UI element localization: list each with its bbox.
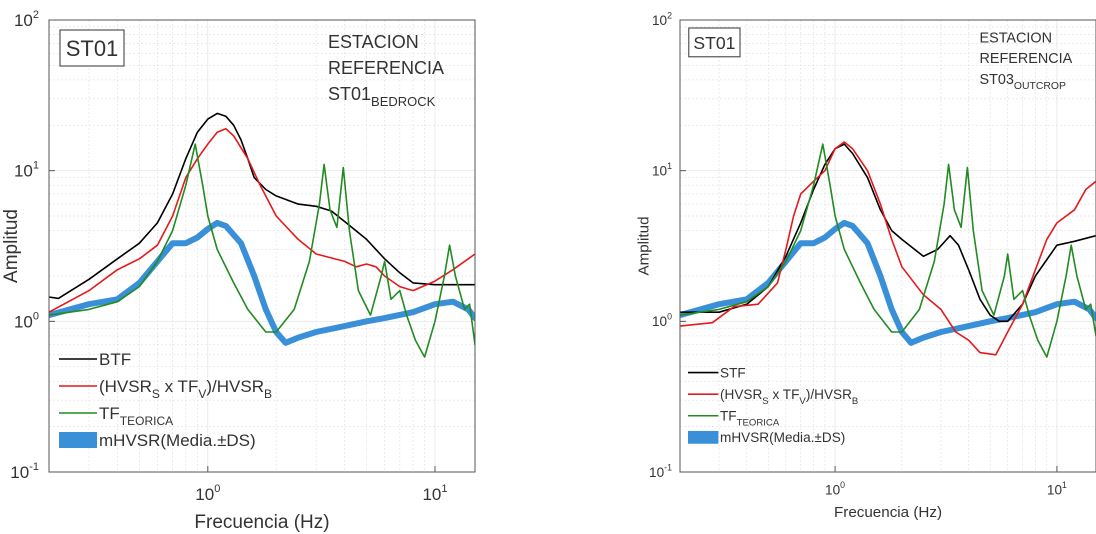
station-label: ST01	[66, 36, 119, 61]
series-line-3	[49, 143, 475, 358]
reference-line-2: REFERENCIA	[980, 51, 1073, 67]
reference-line-3: ST01BEDROCK	[328, 84, 436, 109]
y-tick-label-1: 10-1	[649, 462, 672, 479]
legend-entry-1: STF	[720, 365, 746, 380]
y-tick-label-3: 101	[652, 161, 672, 178]
legend-entry-2: (HVSRS x TFV)/HVSRB	[720, 387, 858, 407]
y-tick-label-2: 100	[652, 312, 672, 329]
station-box	[59, 29, 125, 67]
y-tick-label-3: 101	[14, 160, 39, 181]
reference-line-2: REFERENCIA	[328, 58, 444, 78]
legend-entry-4: mHVSR(Media.±DS)	[99, 431, 256, 450]
reference-line-1: ESTACION	[980, 30, 1053, 46]
series-line-2	[49, 127, 475, 313]
series-line-4	[680, 219, 1096, 346]
x-axis-label: Frecuencia (Hz)	[834, 504, 942, 521]
series-line-4	[49, 219, 475, 346]
plot-frame	[48, 19, 476, 473]
chart-2: 100 101 10-1 100 101 102 Frecuencia (Hz) Amplit…	[635, 10, 1096, 521]
y-tick-label-1: 10-1	[10, 461, 39, 482]
y-tick-label-2: 100	[14, 310, 39, 331]
reference-line-3: ST03OUTCROP	[980, 72, 1066, 92]
chart-1: 100 101 10-1 100 101 102 Frecuencia (Hz) Amplit…	[1, 9, 476, 533]
plot-frame	[679, 19, 1096, 473]
series-line-1	[49, 112, 475, 300]
series-group	[49, 112, 475, 358]
legend-entry-4: mHVSR(Media.±DS)	[720, 430, 845, 445]
legend-entry-3: TFTEORICA	[720, 409, 780, 429]
x-tick-label-1: 100	[825, 480, 845, 497]
x-axis-label: Frecuencia (Hz)	[194, 512, 329, 533]
grid	[49, 20, 475, 472]
legend-entry-1: BTF	[99, 350, 131, 369]
x-tick-label-1: 100	[195, 483, 220, 504]
x-tick-label-2: 101	[422, 483, 447, 504]
legend-swatch-4	[688, 430, 719, 444]
legend-swatch-4	[59, 432, 97, 448]
x-tick-label-2: 101	[1047, 480, 1067, 497]
series-group	[680, 141, 1096, 358]
station-box	[688, 27, 741, 58]
y-tick-label-4: 102	[652, 10, 672, 27]
y-axis-label: Amplitud	[1, 209, 22, 283]
series-line-2	[680, 141, 1096, 356]
legend-entry-3: TFTEORICA	[99, 404, 173, 428]
series-line-1	[680, 143, 1096, 323]
reference-line-1: ESTACION	[328, 32, 419, 52]
y-tick-label-4: 102	[14, 9, 39, 30]
y-axis-label: Amplitud	[635, 216, 652, 275]
grid	[680, 20, 1096, 472]
series-line-3	[680, 143, 1096, 358]
station-label: ST01	[693, 33, 735, 53]
